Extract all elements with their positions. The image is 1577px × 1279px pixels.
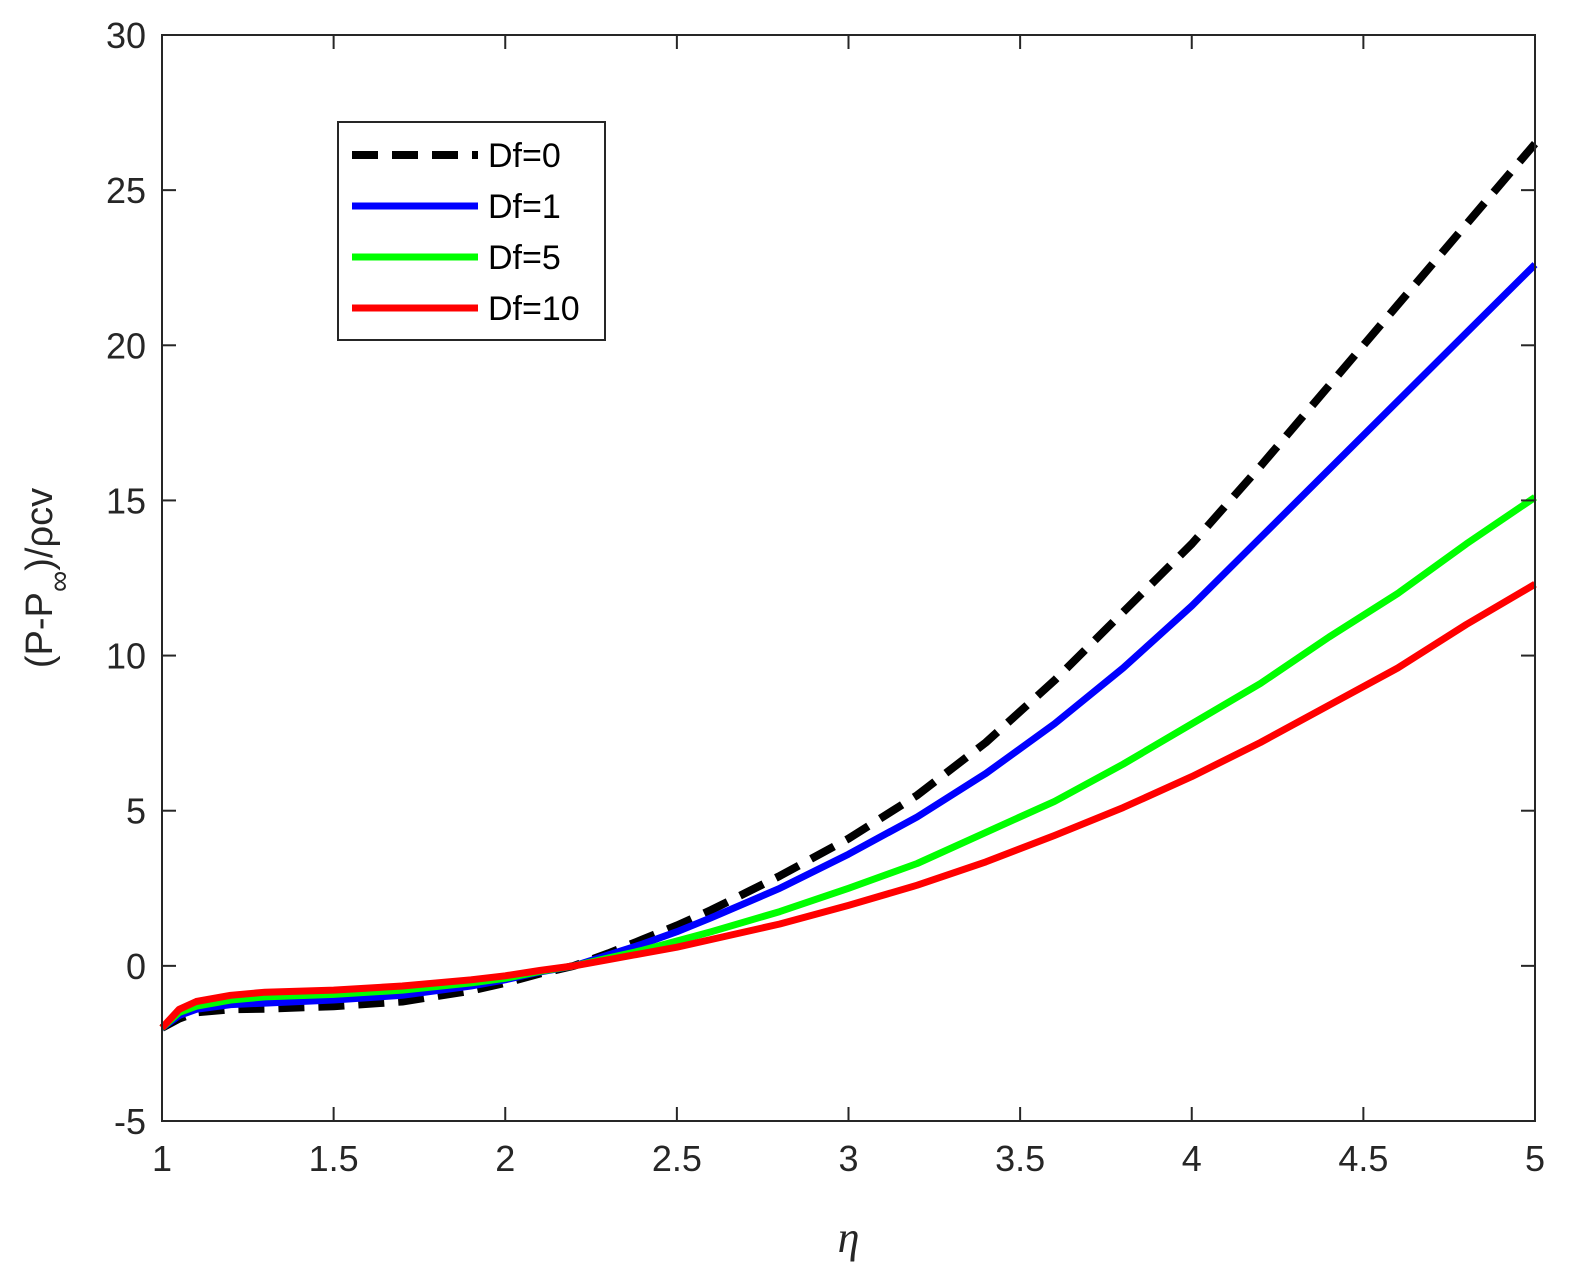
y-tick-label: 5 — [126, 791, 146, 832]
y-tick-label: 10 — [106, 636, 146, 677]
series-layer — [159, 141, 1539, 1032]
x-tick-label: 2 — [495, 1138, 515, 1179]
legend: Df=0 Df=1 Df=5 Df=10 — [337, 121, 606, 341]
y-tick-label: 25 — [106, 170, 146, 211]
y-axis-label-sub: ∞ — [43, 571, 76, 592]
x-tick-label: 3 — [838, 1138, 858, 1179]
ticks-layer: 1 1.5 2 2.5 3 3.5 4 4.5 5 -5 0 5 10 15 20 25 30 — [106, 15, 1545, 1179]
series-line-3 — [159, 581, 1537, 1031]
x-tick-label: 3.5 — [995, 1138, 1045, 1179]
x-tick-label: 4 — [1182, 1138, 1202, 1179]
legend-label-3: Df=10 — [488, 290, 580, 328]
y-tick-label: -5 — [114, 1101, 146, 1142]
y-tick-label: 15 — [106, 480, 146, 521]
x-tick-label: 1 — [152, 1138, 172, 1179]
legend-label-0: Df=0 — [488, 137, 561, 175]
x-tick-label: 2.5 — [652, 1138, 702, 1179]
y-axis-label-pre: (P-P — [19, 592, 61, 668]
legend-box — [337, 121, 606, 341]
x-tick-label: 4.5 — [1338, 1138, 1388, 1179]
series-line-0 — [160, 141, 1539, 1032]
x-axis-label: η — [838, 1213, 860, 1262]
y-tick-label: 20 — [106, 325, 146, 366]
y-tick-label: 30 — [106, 15, 146, 56]
legend-items: Df=0 Df=1 Df=5 Df=10 — [352, 137, 580, 328]
y-axis-label-post: )/ρcv — [19, 488, 61, 571]
y-tick-label: 0 — [126, 946, 146, 987]
x-tick-label: 5 — [1525, 1138, 1545, 1179]
legend-label-2: Df=5 — [488, 239, 561, 277]
legend-label-1: Df=1 — [488, 188, 561, 226]
x-tick-label: 1.5 — [309, 1138, 359, 1179]
series-line-1 — [159, 262, 1538, 1031]
y-axis-label: (P-P∞)/ρcv — [19, 488, 76, 668]
series-line-2 — [159, 494, 1537, 1031]
